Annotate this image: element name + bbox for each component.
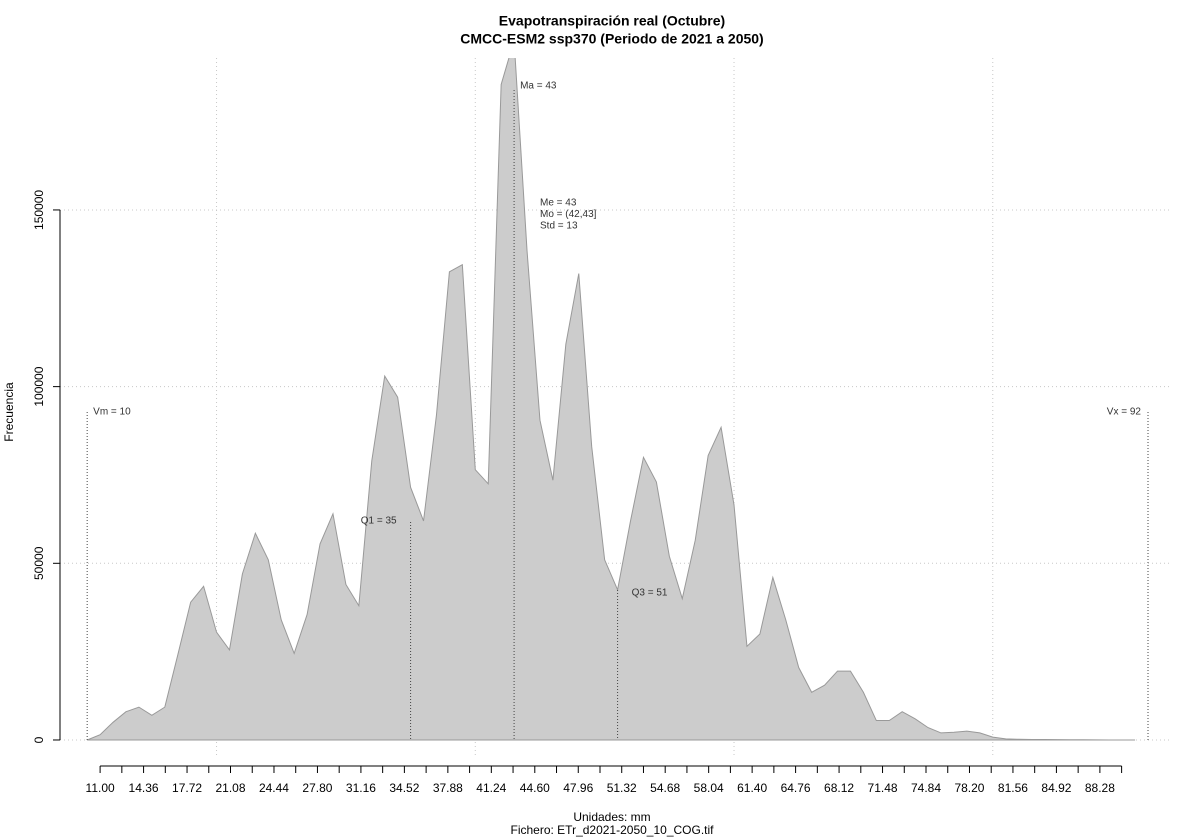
x-tick-label: 21.08	[215, 781, 245, 795]
x-tick-label: 61.40	[737, 781, 767, 795]
x-tick-label: 17.72	[172, 781, 202, 795]
x-tick-label: 44.60	[520, 781, 550, 795]
x-tick-label: 68.12	[824, 781, 854, 795]
x-tick-label: 54.68	[650, 781, 680, 795]
x-tick-label: 34.52	[389, 781, 419, 795]
x-tick-label: 78.20	[954, 781, 984, 795]
x-tick-label: 14.36	[129, 781, 159, 795]
x-axis-label: Unidades: mm	[573, 810, 650, 824]
y-axis-label: Frecuencia	[2, 382, 16, 442]
x-tick-label: 64.76	[781, 781, 811, 795]
x-tick-label: 81.56	[998, 781, 1028, 795]
x-tick-label: 37.88	[433, 781, 463, 795]
y-tick-label: 100000	[32, 366, 46, 406]
marker-label: Vx = 92	[1107, 407, 1142, 418]
x-tick-label: 74.84	[911, 781, 941, 795]
marker-label: Q1 = 35	[361, 516, 397, 527]
x-axis-sublabel: Fichero: ETr_d2021-2050_10_COG.tif	[511, 823, 715, 837]
stat-label: Me = 43	[540, 198, 577, 209]
x-tick-label: 27.80	[302, 781, 332, 795]
y-tick-label: 150000	[32, 190, 46, 230]
chart-title: Evapotranspiración real (Octubre)	[499, 13, 725, 29]
x-tick-label: 51.32	[607, 781, 637, 795]
area	[86, 58, 1136, 741]
x-tick-label: 24.44	[259, 781, 289, 795]
y-tick-label: 0	[32, 736, 46, 743]
x-tick-label: 71.48	[868, 781, 898, 795]
stat-label: Mo = (42,43]	[540, 209, 597, 220]
x-tick-label: 41.24	[476, 781, 506, 795]
y-tick-label: 50000	[32, 546, 46, 580]
marker-label: Vm = 10	[93, 407, 131, 418]
x-tick-label: 58.04	[694, 781, 724, 795]
chart-subtitle: CMCC-ESM2 ssp370 (Periodo de 2021 a 2050…	[460, 31, 763, 47]
x-tick-label: 11.00	[86, 781, 115, 795]
x-tick-label: 47.96	[563, 781, 593, 795]
x-tick-label: 31.16	[346, 781, 376, 795]
x-tick-label: 88.28	[1085, 781, 1115, 795]
marker-label: Ma = 43	[520, 81, 557, 92]
marker-label: Q3 = 51	[632, 588, 668, 599]
x-tick-label: 84.92	[1041, 781, 1071, 795]
stat-label: Std = 13	[540, 221, 578, 232]
